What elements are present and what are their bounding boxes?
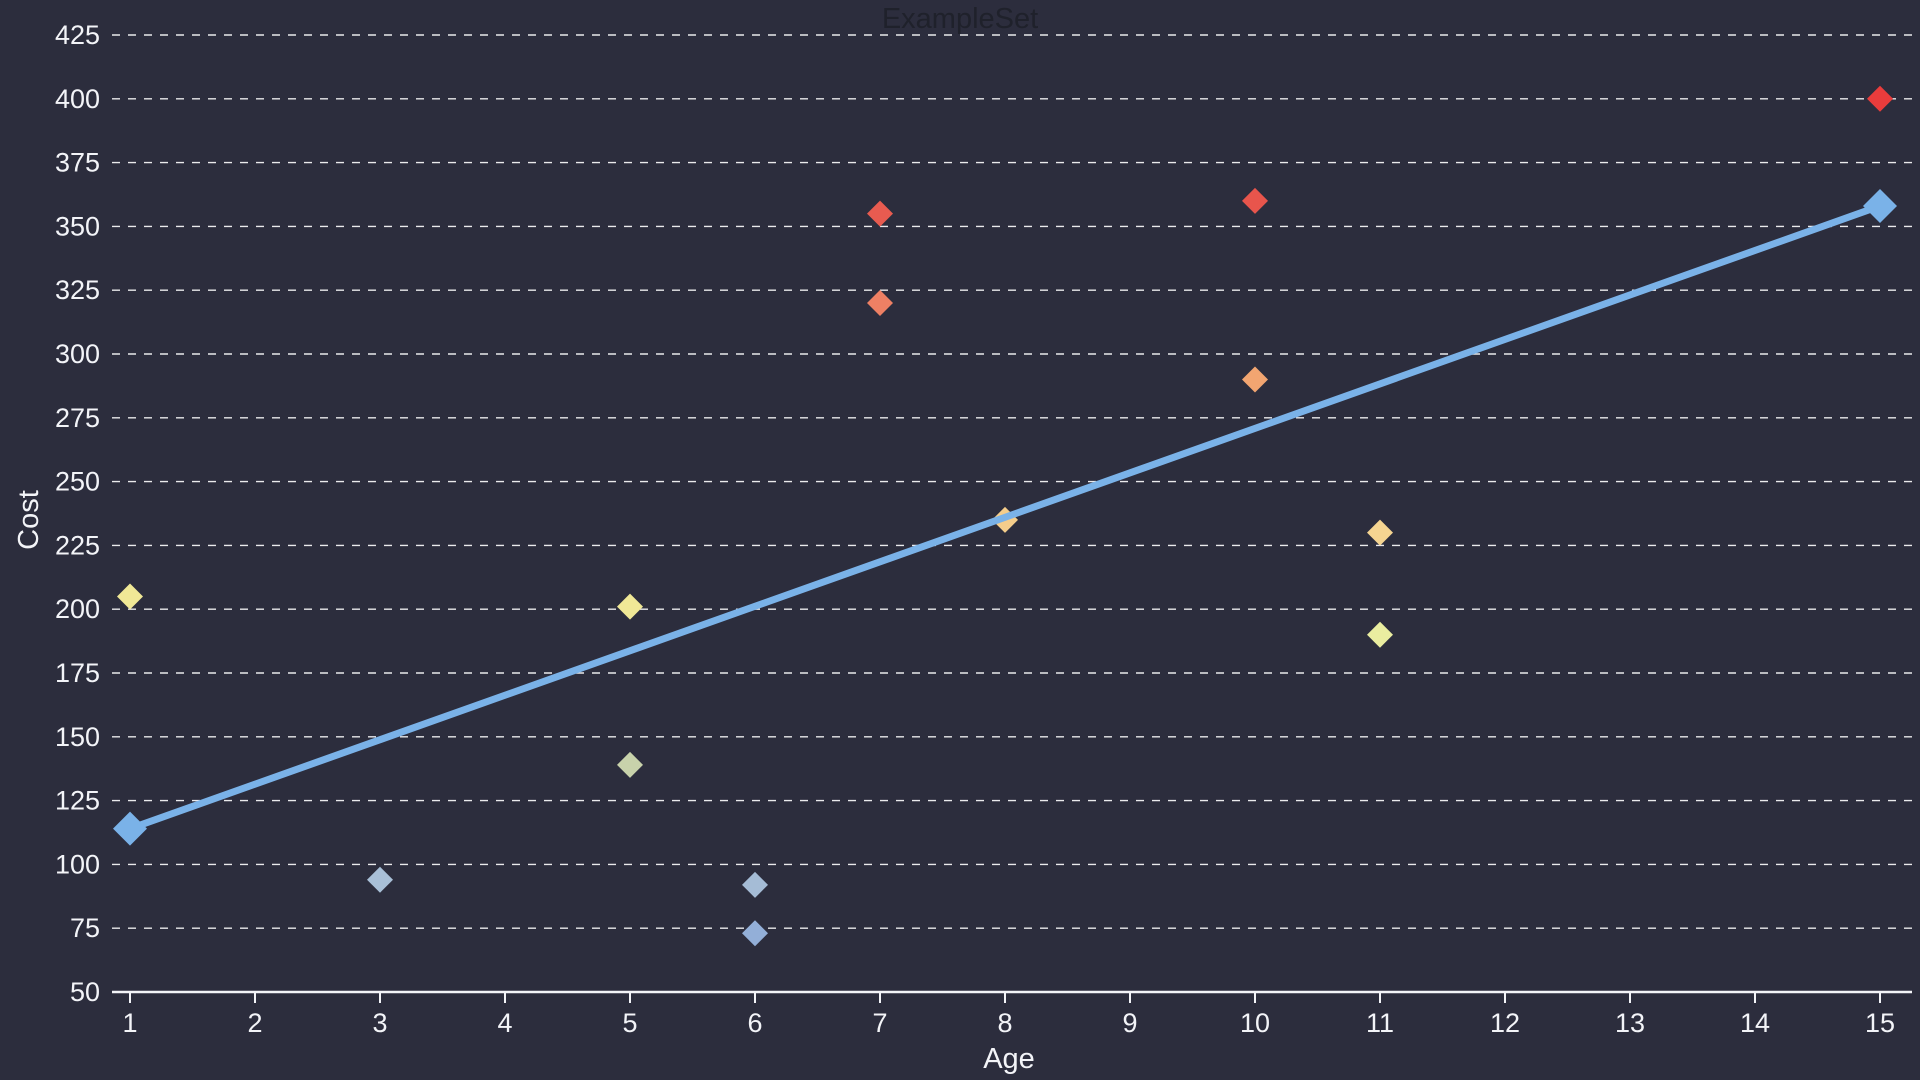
data-points bbox=[117, 85, 1893, 947]
data-point bbox=[617, 593, 643, 620]
y-axis-title: Cost bbox=[13, 490, 45, 550]
x-tick-label: 5 bbox=[622, 1008, 637, 1038]
data-point bbox=[1242, 187, 1268, 214]
data-point bbox=[117, 583, 143, 610]
x-tick-label: 8 bbox=[997, 1008, 1012, 1038]
y-tick-label: 250 bbox=[55, 467, 100, 497]
y-tick-label: 300 bbox=[55, 339, 100, 369]
y-tick-label: 375 bbox=[55, 148, 100, 178]
x-tick-label: 13 bbox=[1615, 1008, 1645, 1038]
tick-labels: 5075100125150175200225250275300325350375… bbox=[55, 20, 1895, 1038]
trend-line bbox=[113, 188, 1897, 846]
y-tick-label: 175 bbox=[55, 658, 100, 688]
x-axis-title: Age bbox=[983, 1043, 1035, 1075]
x-tick-label: 4 bbox=[497, 1008, 512, 1038]
y-tick-label: 275 bbox=[55, 403, 100, 433]
x-tick-label: 2 bbox=[247, 1008, 262, 1038]
data-point bbox=[742, 871, 768, 898]
y-tick-label: 400 bbox=[55, 84, 100, 114]
trend-endpoint bbox=[1863, 188, 1897, 223]
y-tick-label: 325 bbox=[55, 275, 100, 305]
y-tick-label: 100 bbox=[55, 849, 100, 879]
data-point bbox=[1242, 366, 1268, 393]
x-tick-label: 10 bbox=[1240, 1008, 1270, 1038]
x-tick-label: 15 bbox=[1865, 1008, 1895, 1038]
axes bbox=[112, 990, 1912, 1003]
x-tick-label: 7 bbox=[872, 1008, 887, 1038]
y-tick-label: 125 bbox=[55, 786, 100, 816]
y-tick-label: 150 bbox=[55, 722, 100, 752]
data-point bbox=[1367, 519, 1393, 546]
data-point bbox=[1367, 621, 1393, 648]
data-point bbox=[867, 289, 893, 316]
x-tick-label: 9 bbox=[1122, 1008, 1137, 1038]
data-point bbox=[367, 866, 393, 893]
y-tick-label: 425 bbox=[55, 20, 100, 50]
data-point bbox=[617, 751, 643, 778]
x-tick-label: 1 bbox=[122, 1008, 137, 1038]
y-tick-label: 350 bbox=[55, 211, 100, 241]
data-point bbox=[742, 920, 768, 947]
x-tick-label: 12 bbox=[1490, 1008, 1520, 1038]
y-tick-label: 225 bbox=[55, 530, 100, 560]
chart-title: ExampleSet bbox=[882, 3, 1038, 35]
y-tick-label: 200 bbox=[55, 594, 100, 624]
x-tick-label: 14 bbox=[1740, 1008, 1770, 1038]
gridlines bbox=[112, 34, 1912, 929]
x-tick-label: 6 bbox=[747, 1008, 762, 1038]
y-tick-label: 75 bbox=[70, 913, 100, 943]
trend-line-path bbox=[126, 202, 1884, 833]
y-tick-label: 50 bbox=[70, 977, 100, 1007]
x-tick-label: 11 bbox=[1366, 1008, 1394, 1038]
data-point bbox=[1867, 85, 1893, 112]
data-point bbox=[867, 200, 893, 227]
x-tick-label: 3 bbox=[372, 1008, 387, 1038]
trend-endpoint bbox=[113, 811, 147, 846]
